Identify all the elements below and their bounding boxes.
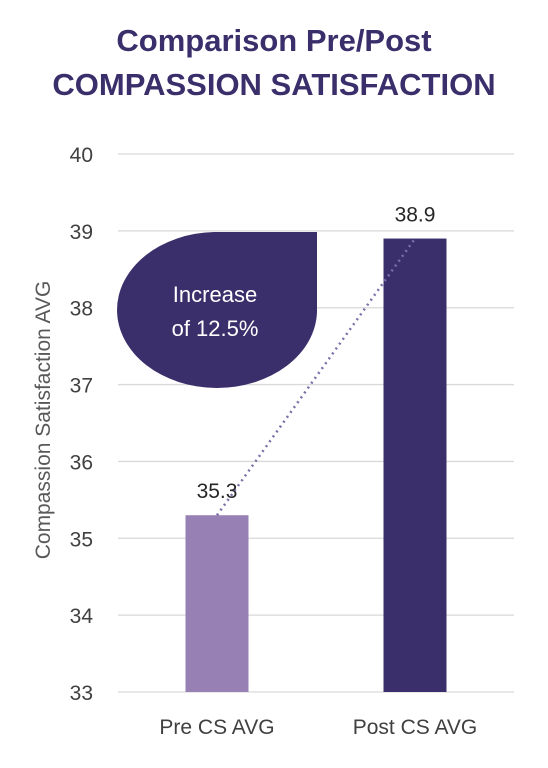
data-label-2: 38.9 bbox=[395, 204, 436, 227]
callout-line-1: Increase bbox=[173, 282, 257, 307]
callout-shape bbox=[117, 232, 318, 388]
data-labels: 35.3 38.9 bbox=[197, 204, 436, 504]
data-label-1: 35.3 bbox=[197, 480, 238, 503]
x-axis-categories: Pre CS AVG Post CS AVG bbox=[159, 716, 477, 739]
y-tick-label-37: 37 bbox=[70, 375, 93, 398]
y-tick-label-34: 34 bbox=[70, 605, 94, 628]
increase-callout: Increase of 12.5% bbox=[117, 232, 318, 388]
y-axis-ticks: 33 34 35 36 37 38 39 40 bbox=[70, 144, 94, 705]
chart-title-line-1: Comparison Pre/Post bbox=[116, 23, 432, 58]
y-tick-label-38: 38 bbox=[70, 298, 93, 321]
y-tick-label-40: 40 bbox=[70, 144, 93, 167]
trend-line bbox=[215, 237, 417, 516]
y-tick-label-33: 33 bbox=[70, 682, 93, 705]
y-axis-label: Compassion Satisfaction AVG bbox=[32, 281, 55, 560]
callout-line-2: of 12.5% bbox=[172, 316, 259, 341]
y-tick-label-35: 35 bbox=[70, 528, 93, 551]
bar-2 bbox=[383, 238, 447, 693]
x-category-label-1: Pre CS AVG bbox=[159, 716, 274, 739]
y-tick-label-36: 36 bbox=[70, 451, 93, 474]
bars bbox=[185, 238, 447, 693]
x-category-label-2: Post CS AVG bbox=[353, 716, 478, 739]
y-tick-label-39: 39 bbox=[70, 221, 93, 244]
bar-1 bbox=[185, 515, 249, 692]
chart-title-line-2: COMPASSION SATISFACTION bbox=[52, 67, 496, 102]
